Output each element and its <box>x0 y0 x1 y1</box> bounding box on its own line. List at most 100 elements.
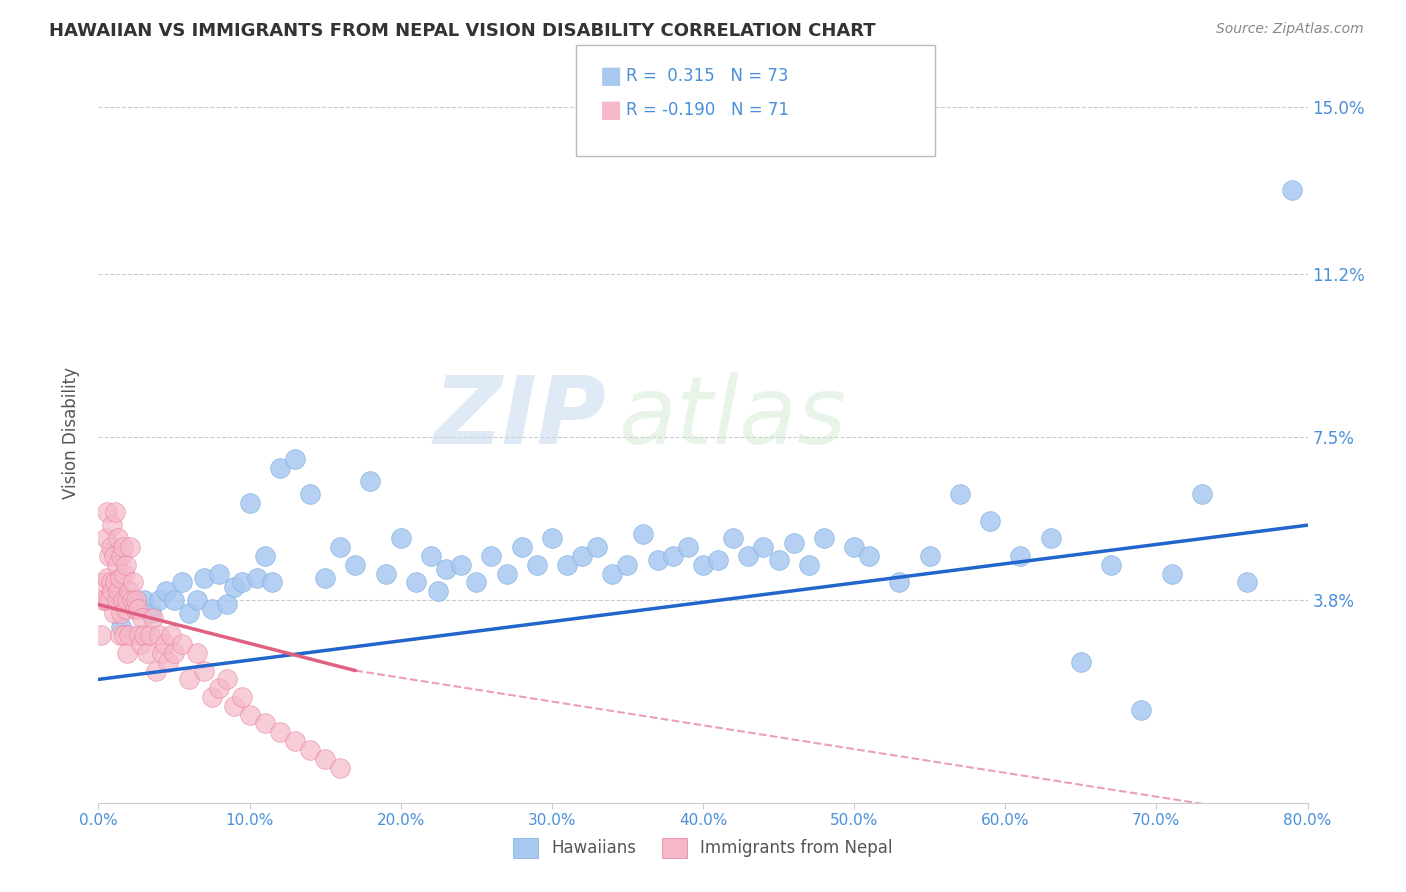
Point <box>510 540 533 554</box>
Point <box>555 558 578 572</box>
Point <box>661 549 683 563</box>
Point <box>125 593 148 607</box>
Point <box>314 571 336 585</box>
Point <box>707 553 730 567</box>
Point <box>389 532 412 546</box>
Point <box>797 558 820 572</box>
Point <box>1236 575 1258 590</box>
Text: HAWAIIAN VS IMMIGRANTS FROM NEPAL VISION DISABILITY CORRELATION CHART: HAWAIIAN VS IMMIGRANTS FROM NEPAL VISION… <box>49 22 876 40</box>
Point <box>98 549 121 563</box>
Text: atlas: atlas <box>619 372 846 463</box>
Point <box>858 549 880 563</box>
Point <box>540 532 562 546</box>
Point <box>118 628 141 642</box>
Point <box>723 532 745 546</box>
Point <box>131 610 153 624</box>
Point <box>602 566 624 581</box>
Point <box>844 540 866 554</box>
Point <box>150 646 173 660</box>
Point <box>889 575 911 590</box>
Point <box>450 558 472 572</box>
Point <box>299 743 322 757</box>
Point <box>103 549 125 563</box>
Point <box>269 725 291 739</box>
Point <box>103 607 125 621</box>
Point <box>224 698 246 713</box>
Point <box>526 558 548 572</box>
Point <box>132 628 155 642</box>
Point <box>93 575 115 590</box>
Point <box>90 628 112 642</box>
Point <box>434 562 457 576</box>
Point <box>1039 532 1062 546</box>
Point <box>160 628 183 642</box>
Point <box>94 532 117 546</box>
Point <box>111 593 134 607</box>
Text: R =  0.315   N = 73: R = 0.315 N = 73 <box>626 67 789 85</box>
Point <box>215 673 238 687</box>
Point <box>110 619 132 633</box>
Point <box>631 527 654 541</box>
Point <box>918 549 941 563</box>
Point <box>101 584 124 599</box>
Point <box>107 584 129 599</box>
Point <box>1160 566 1182 581</box>
Point <box>112 628 135 642</box>
Point <box>692 558 714 572</box>
Text: ■: ■ <box>600 64 623 87</box>
Point <box>111 540 134 554</box>
Point <box>128 628 150 642</box>
Point <box>427 584 450 599</box>
Point <box>737 549 759 563</box>
Point <box>239 707 262 722</box>
Point <box>91 593 114 607</box>
Point <box>979 514 1001 528</box>
Point <box>949 487 972 501</box>
Point <box>115 593 138 607</box>
Point <box>121 593 143 607</box>
Point <box>129 637 152 651</box>
Text: ■: ■ <box>600 98 623 121</box>
Point <box>125 598 148 612</box>
Point <box>768 553 790 567</box>
Point <box>284 734 307 748</box>
Point <box>114 602 136 616</box>
Point <box>170 637 193 651</box>
Point <box>96 505 118 519</box>
Text: Source: ZipAtlas.com: Source: ZipAtlas.com <box>1216 22 1364 37</box>
Point <box>124 602 146 616</box>
Point <box>224 580 246 594</box>
Point <box>155 584 177 599</box>
Point <box>94 593 117 607</box>
Point <box>465 575 488 590</box>
Point <box>201 690 224 704</box>
Point <box>105 593 128 607</box>
Point <box>110 549 132 563</box>
Point <box>101 518 124 533</box>
Point <box>115 646 138 660</box>
Point <box>163 646 186 660</box>
Point <box>193 571 215 585</box>
Point <box>108 571 131 585</box>
Point <box>127 602 149 616</box>
Text: ZIP: ZIP <box>433 372 606 464</box>
Point <box>135 646 157 660</box>
Point <box>112 566 135 581</box>
Point <box>284 452 307 467</box>
Point <box>299 487 322 501</box>
Point <box>141 607 163 621</box>
Point <box>344 558 367 572</box>
Point <box>360 474 382 488</box>
Point <box>239 496 262 510</box>
Point <box>208 681 231 696</box>
Point <box>374 566 396 581</box>
Point <box>153 637 176 651</box>
Point <box>120 540 142 554</box>
Point <box>142 610 165 624</box>
Point <box>1191 487 1213 501</box>
Point <box>783 536 806 550</box>
Point <box>616 558 638 572</box>
Point <box>110 607 132 621</box>
Point <box>231 575 253 590</box>
Point <box>179 607 201 621</box>
